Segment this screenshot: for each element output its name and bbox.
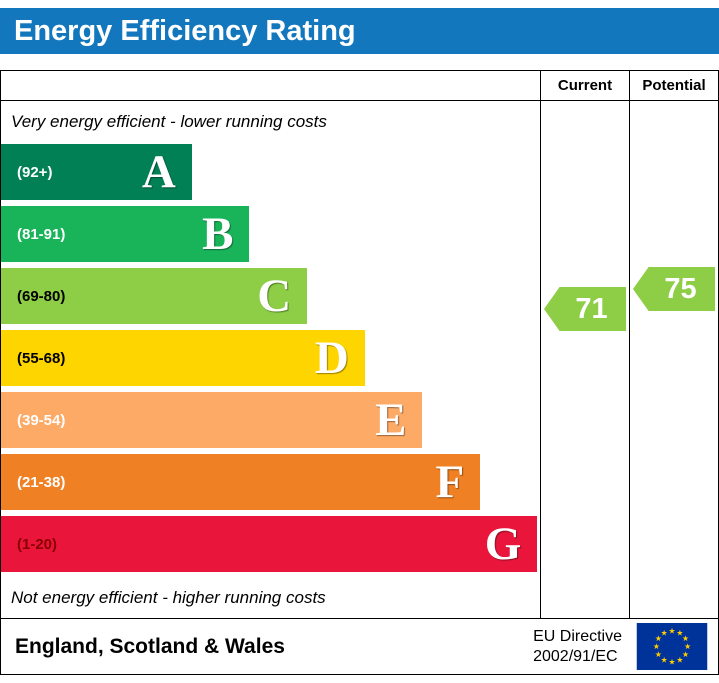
column-header-spacer <box>1 71 540 100</box>
band-range-label: (39-54) <box>17 411 66 429</box>
region-label: England, Scotland & Wales <box>15 634 285 658</box>
svg-text:★: ★ <box>668 658 675 667</box>
bands-area: Very energy efficient - lower running co… <box>1 101 540 618</box>
chart-footer: England, Scotland & Wales EU Directive 2… <box>1 618 718 674</box>
potential-column: 75 <box>629 101 718 618</box>
eu-directive-text: EU Directive 2002/91/EC <box>533 627 622 667</box>
band-letter: E <box>375 393 407 446</box>
page-title: Energy Efficiency Rating <box>14 14 356 47</box>
eu-flag-icon: ★ ★ ★ ★ ★ ★ ★ ★ ★ ★ ★ ★ <box>636 623 708 670</box>
band-letter: G <box>484 517 522 570</box>
band-range-label: (92+) <box>17 163 53 181</box>
current-column: 71 <box>540 101 629 618</box>
potential-rating-value: 75 <box>664 272 697 305</box>
svg-text:★: ★ <box>676 628 683 637</box>
current-rating-arrow: 71 <box>544 287 626 331</box>
band-letter: F <box>435 455 465 508</box>
band-letter: A <box>141 145 176 198</box>
band-row-d: (55-68) D <box>1 330 365 386</box>
current-rating-value: 71 <box>575 292 608 325</box>
column-header-current: Current <box>540 71 629 100</box>
chart-body: Very energy efficient - lower running co… <box>1 101 718 618</box>
band-row-a: (92+) A <box>1 144 192 200</box>
svg-text:★: ★ <box>682 634 689 643</box>
band-letter: D <box>314 331 349 384</box>
svg-text:★: ★ <box>653 642 660 651</box>
page-title-bar: Energy Efficiency Rating <box>0 8 719 54</box>
band-range-label: (21-38) <box>17 473 66 491</box>
band-row-f: (21-38) F <box>1 454 481 510</box>
svg-text:★: ★ <box>661 628 668 637</box>
band-range-label: (69-80) <box>17 287 66 305</box>
svg-text:★: ★ <box>676 656 683 665</box>
band-range-label: (55-68) <box>17 349 66 367</box>
bottom-note: Not energy efficient - higher running co… <box>11 588 326 607</box>
column-header-potential: Potential <box>629 71 718 100</box>
band-range-label: (1-20) <box>17 535 58 553</box>
svg-text:★: ★ <box>661 656 668 665</box>
band-row-e: (39-54) E <box>1 392 423 448</box>
band-letter: C <box>257 269 292 322</box>
band-row-b: (81-91) B <box>1 206 250 262</box>
svg-text:★: ★ <box>668 626 675 635</box>
svg-text:★: ★ <box>655 634 662 643</box>
epc-chart: Current Potential Very energy efficient … <box>0 70 719 675</box>
svg-text:★: ★ <box>655 650 662 659</box>
band-letter: B <box>202 207 234 260</box>
epc-page: Energy Efficiency Rating Current Potenti… <box>0 8 719 683</box>
top-note: Very energy efficient - lower running co… <box>11 112 327 131</box>
eu-directive-line1: EU Directive <box>533 627 622 645</box>
svg-text:★: ★ <box>682 650 689 659</box>
potential-rating-arrow: 75 <box>633 267 715 311</box>
eu-directive-line2: 2002/91/EC <box>533 647 618 665</box>
band-range-label: (81-91) <box>17 225 66 243</box>
svg-text:★: ★ <box>684 642 691 651</box>
band-row-g: (1-20) G <box>1 516 538 572</box>
band-row-c: (69-80) C <box>1 268 308 324</box>
column-header-row: Current Potential <box>1 71 718 101</box>
band-list: (92+) A (81-91) B (69-80) C (55-68) D <box>1 144 540 578</box>
